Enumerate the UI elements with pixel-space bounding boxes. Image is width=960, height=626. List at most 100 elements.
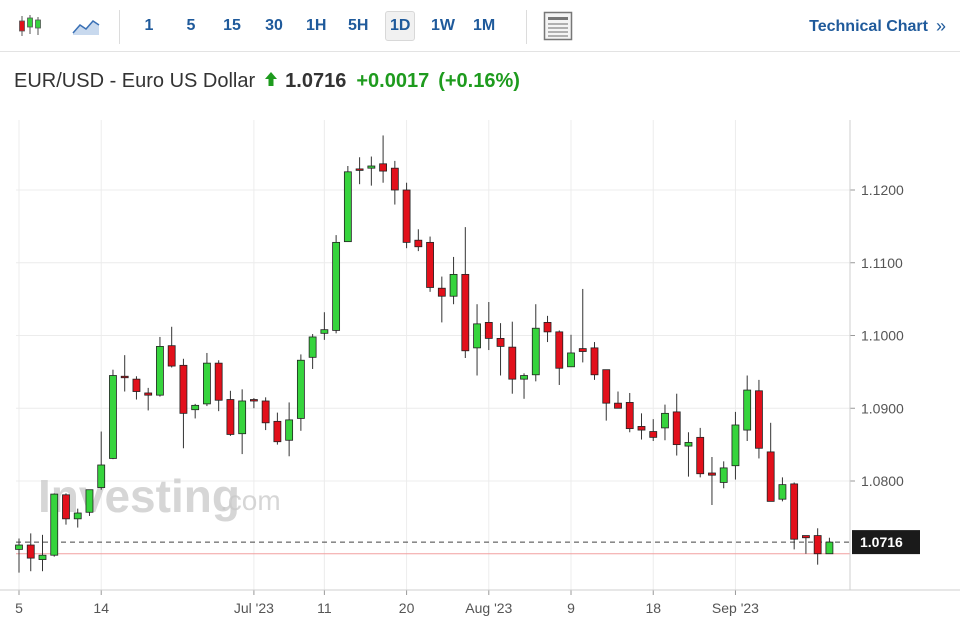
candle[interactable]	[355, 157, 364, 185]
candlestick-icon[interactable]	[10, 9, 50, 43]
candle[interactable]	[449, 256, 458, 305]
candle[interactable]	[825, 537, 834, 555]
area-chart-icon[interactable]	[66, 9, 106, 43]
candle[interactable]	[296, 354, 305, 431]
candle[interactable]	[813, 528, 822, 565]
candle[interactable]	[50, 493, 59, 557]
candle-body	[109, 375, 117, 459]
candle[interactable]	[343, 165, 352, 243]
candle[interactable]	[625, 392, 634, 433]
technical-chart-link[interactable]: Technical Chart »	[809, 16, 946, 37]
candle[interactable]	[379, 135, 387, 183]
candle[interactable]	[132, 376, 141, 400]
candle[interactable]	[708, 456, 716, 506]
y-tick-label: 1.0800	[861, 473, 904, 489]
candle[interactable]	[555, 330, 564, 385]
timeframe-5h[interactable]: 5H	[348, 17, 369, 34]
candle-body	[661, 412, 669, 429]
candle[interactable]	[743, 375, 752, 441]
candle[interactable]	[731, 411, 740, 480]
candle[interactable]	[602, 369, 611, 421]
candle[interactable]	[308, 334, 317, 369]
candle[interactable]	[203, 352, 211, 407]
candle[interactable]	[273, 412, 282, 445]
candle[interactable]	[790, 482, 799, 550]
candle[interactable]	[26, 533, 35, 572]
candle[interactable]	[766, 422, 775, 502]
candle-body	[402, 189, 411, 243]
candle[interactable]	[285, 402, 294, 457]
candle[interactable]	[390, 160, 399, 205]
candle[interactable]	[414, 229, 423, 252]
candle[interactable]	[167, 326, 176, 368]
candle[interactable]	[120, 355, 129, 392]
candle[interactable]	[238, 389, 247, 455]
candle[interactable]	[109, 369, 117, 460]
toolbar-divider	[526, 10, 527, 44]
candle[interactable]	[62, 493, 70, 525]
candle[interactable]	[543, 315, 552, 343]
y-tick-label: 1.0900	[861, 400, 904, 416]
candle-body	[167, 345, 176, 367]
candle-body	[555, 331, 564, 369]
candle[interactable]	[684, 432, 693, 477]
timeframe-1m[interactable]: 1M	[473, 17, 496, 34]
timeframe-1h[interactable]: 1H	[306, 17, 327, 34]
candle[interactable]	[496, 323, 505, 376]
candle[interactable]	[402, 182, 411, 249]
candle[interactable]	[578, 288, 587, 363]
candle[interactable]	[637, 413, 646, 440]
timeframe-5[interactable]: 5	[186, 17, 196, 34]
candle-body	[308, 336, 317, 358]
candle[interactable]	[778, 477, 787, 502]
candlestick-chart[interactable]: Investing .com 5 14 Jul '23 11 20 Aug '23 9 18 S…	[0, 110, 960, 626]
price-tag-label: 1.0716	[860, 534, 903, 550]
candle[interactable]	[426, 236, 434, 292]
candle[interactable]	[15, 538, 23, 573]
candle[interactable]	[249, 398, 258, 409]
candle[interactable]	[437, 276, 446, 323]
candle[interactable]	[214, 360, 223, 412]
candle[interactable]	[508, 321, 517, 394]
candle[interactable]	[461, 227, 470, 359]
candle[interactable]	[85, 489, 94, 516]
candle[interactable]	[97, 431, 106, 490]
candle[interactable]	[144, 387, 153, 411]
candle[interactable]	[367, 156, 376, 186]
timeframe-15[interactable]: 15	[223, 17, 241, 34]
candle[interactable]	[484, 302, 493, 351]
candle-body	[62, 494, 70, 520]
candle[interactable]	[226, 390, 235, 436]
candle-body	[191, 404, 200, 411]
candle[interactable]	[320, 312, 329, 340]
candle[interactable]	[156, 336, 164, 397]
candle[interactable]	[73, 508, 82, 528]
timeframe-30[interactable]: 30	[265, 17, 283, 34]
timeframe-1w[interactable]: 1W	[431, 17, 455, 34]
x-tick-label: 9	[567, 600, 575, 616]
candle[interactable]	[590, 342, 599, 380]
candle-body	[766, 451, 775, 502]
candle[interactable]	[649, 419, 658, 441]
candle[interactable]	[802, 535, 810, 554]
candle-body	[602, 369, 611, 404]
candle[interactable]	[38, 534, 47, 572]
candle[interactable]	[473, 304, 481, 376]
candle[interactable]	[179, 358, 188, 449]
timeframe-1[interactable]: 1	[144, 17, 154, 34]
timeframe-1d[interactable]: 1D	[385, 11, 416, 41]
candle[interactable]	[672, 393, 681, 456]
y-tick-label: 1.1100	[861, 255, 903, 271]
candle[interactable]	[661, 404, 669, 441]
candle[interactable]	[719, 461, 728, 489]
candle[interactable]	[614, 391, 622, 409]
candle[interactable]	[332, 235, 341, 334]
candle[interactable]	[261, 397, 270, 431]
candle[interactable]	[755, 379, 763, 459]
candle[interactable]	[567, 334, 575, 368]
candle[interactable]	[531, 304, 540, 382]
candle[interactable]	[520, 373, 528, 399]
candle[interactable]	[696, 427, 705, 478]
table-view-icon[interactable]	[540, 9, 576, 43]
candle[interactable]	[191, 403, 200, 419]
